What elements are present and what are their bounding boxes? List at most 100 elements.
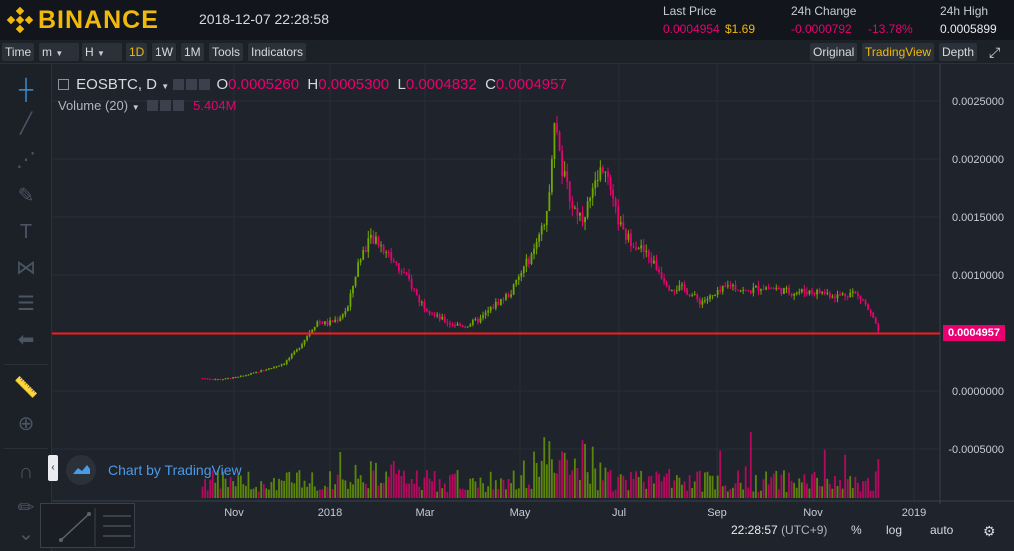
volume-bar <box>316 490 319 498</box>
candle-body <box>456 323 459 326</box>
candle-body <box>242 375 245 377</box>
volume-bar <box>273 477 275 498</box>
chevron-down-icon[interactable]: ▼ <box>161 82 170 91</box>
volume-bar <box>219 488 222 498</box>
fullscreen-icon[interactable]: ⤢ <box>989 44 1001 60</box>
candle-body <box>839 294 841 296</box>
volume-bar <box>744 466 747 498</box>
gear-icon[interactable]: ⚙ <box>983 523 996 539</box>
depth-view-button[interactable]: Depth <box>939 43 978 61</box>
interval-1w-button[interactable]: 1W <box>152 43 176 61</box>
candle-body <box>474 319 477 321</box>
volume-bar <box>494 480 497 498</box>
volume-bar <box>696 471 699 498</box>
candle-body <box>431 313 433 315</box>
candle-body <box>780 287 783 295</box>
volume-bar <box>834 475 836 498</box>
close-icon[interactable] <box>172 100 184 111</box>
volume-bar <box>614 489 617 498</box>
candle-body <box>818 289 821 294</box>
candle-body <box>329 320 331 326</box>
candle-body <box>533 248 535 254</box>
chart-by-tradingview[interactable]: Chart by TradingView <box>108 462 242 478</box>
candle-body <box>377 236 380 246</box>
high-value: 0.0005899 <box>940 22 997 36</box>
tradingview-logo-icon[interactable] <box>66 455 96 485</box>
y-tick-label: 0.0020000 <box>952 154 1004 166</box>
zoom-icon[interactable]: ⊕ <box>17 413 35 435</box>
candle-body <box>222 379 224 381</box>
time-button[interactable]: Time <box>2 43 35 61</box>
symbol-label[interactable]: EOSBTC, D <box>76 76 158 93</box>
tools-button[interactable]: Tools <box>209 43 244 61</box>
prediction-icon[interactable]: ☰ <box>17 293 35 315</box>
candle-body <box>755 285 757 288</box>
hour-select[interactable]: H ▼ <box>82 43 122 61</box>
volume-bar <box>788 472 790 498</box>
volume-bar <box>650 475 653 498</box>
eye-icon[interactable] <box>146 100 158 111</box>
candle-body <box>591 188 594 198</box>
volume-bar <box>737 470 739 498</box>
indicators-button[interactable]: Indicators <box>248 43 307 61</box>
settings-icon[interactable] <box>159 100 171 111</box>
volume-bar <box>436 491 439 498</box>
chevron-down-icon[interactable]: ⌄ <box>17 523 35 545</box>
open-label: O <box>216 76 229 93</box>
candle-body <box>602 167 604 173</box>
arrow-left-icon[interactable]: ⬅ <box>17 329 35 351</box>
chevron-down-icon[interactable]: ▼ <box>131 103 140 112</box>
volume-bar <box>489 471 492 498</box>
pattern-icon[interactable]: ⋈ <box>16 257 36 279</box>
crosshair-icon[interactable]: ┼ <box>18 79 34 101</box>
candle-body <box>255 372 257 374</box>
candle-body <box>586 201 589 218</box>
candle-body <box>757 285 760 291</box>
volume-label[interactable]: Volume (20) <box>58 98 129 113</box>
magnet-icon[interactable]: ∩ <box>18 461 34 483</box>
collapse-box-icon[interactable] <box>58 79 69 90</box>
pencil-lock-icon[interactable]: ✏ <box>17 497 35 519</box>
candle-body <box>834 296 836 299</box>
candle-body <box>642 245 645 252</box>
eye-icon[interactable] <box>173 79 185 90</box>
candle-body <box>505 294 507 300</box>
price-chart[interactable]: 0.0025000 0.0020000 0.0015000 0.0010000 0.00… <box>0 64 1014 551</box>
candle-body <box>811 290 813 293</box>
log-scale-button[interactable]: log <box>886 523 903 537</box>
original-view-button[interactable]: Original <box>810 43 858 61</box>
binance-logo-icon[interactable] <box>7 7 33 33</box>
candle-body <box>790 293 793 296</box>
close-icon[interactable] <box>199 79 211 90</box>
candle-body <box>540 226 543 235</box>
percent-scale-button[interactable]: % <box>851 523 862 537</box>
candle-body <box>512 284 515 295</box>
volume-bar <box>749 431 752 498</box>
pitchfork-icon[interactable]: ⋰ <box>16 149 36 171</box>
volume-bar <box>844 454 847 498</box>
candle-body <box>607 171 609 178</box>
collapse-tab[interactable]: ‹ <box>48 455 58 481</box>
volume-bar <box>237 475 240 498</box>
auto-scale-button[interactable]: auto <box>930 523 954 537</box>
candle-body <box>668 286 671 291</box>
tradingview-view-button[interactable]: TradingView <box>862 43 935 61</box>
volume-bar <box>836 485 839 498</box>
interval-1m-button[interactable]: 1M <box>181 43 204 61</box>
candle-body <box>721 286 724 292</box>
interval-1d-button[interactable]: 1D <box>126 43 148 61</box>
drawing-toolbar: ┼ ╱ ⋰ ✎ T ⋈ ☰ ⬅ 📏 ⊕ ∩ ✏ ⌄ <box>0 64 52 551</box>
volume-bar <box>420 489 423 498</box>
text-icon[interactable]: T <box>19 221 33 243</box>
brand-name[interactable]: BINANCE <box>38 6 159 34</box>
trend-line-icon[interactable]: ╱ <box>19 113 33 135</box>
settings-icon[interactable] <box>186 79 198 90</box>
ruler-icon[interactable]: 📏 <box>13 377 39 399</box>
volume-bar <box>612 491 614 498</box>
candlesticks <box>201 115 880 381</box>
volume-bar <box>563 452 566 498</box>
minute-select[interactable]: m ▼ <box>39 43 79 61</box>
volume-bar <box>390 464 393 498</box>
brush-icon[interactable]: ✎ <box>17 185 35 207</box>
volume-bar <box>367 488 370 498</box>
